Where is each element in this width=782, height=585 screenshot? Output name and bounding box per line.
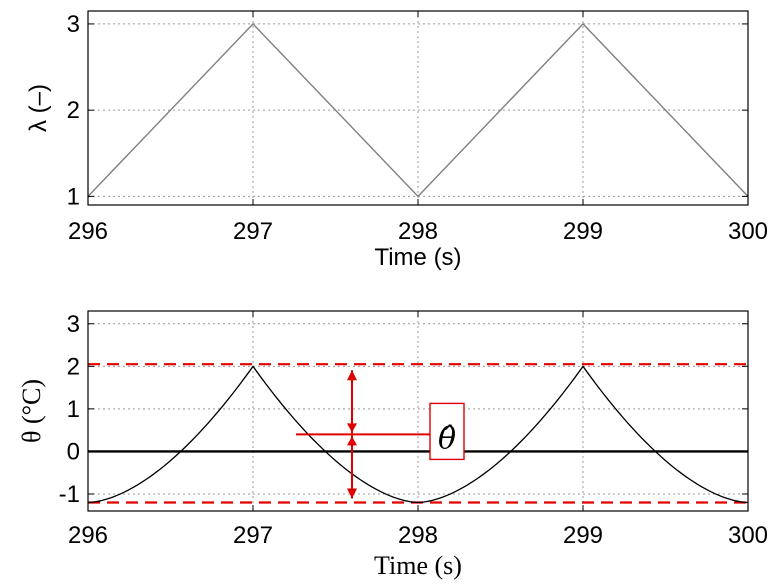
c2-x-tick-label: 299 <box>563 522 603 549</box>
c2-y-tick-label: 3 <box>67 311 80 338</box>
c2-y-tick-label: -1 <box>59 481 80 508</box>
c2-x-tick-label: 296 <box>68 522 108 549</box>
c1-x-tick-label: 299 <box>563 218 603 245</box>
c1-x-tick-label: 297 <box>233 218 273 245</box>
amplitude-label-box <box>429 402 465 461</box>
amplitude-arrow-head-bottom <box>347 488 357 499</box>
top-x-axis-label: Time (s) <box>374 244 461 271</box>
amplitude-mid-arrow-up <box>347 423 357 433</box>
c2-x-tick-label: 297 <box>233 522 273 549</box>
c2-y-tick-label: 1 <box>67 396 80 423</box>
amplitude-arrow-head-top <box>347 370 357 381</box>
c2-y-tick-label: 0 <box>67 438 80 465</box>
c1-y-tick-label: 1 <box>67 183 80 210</box>
lambda-series-line <box>87 22 749 198</box>
c1-x-tick-label: 300 <box>728 218 768 245</box>
bottom-y-axis-label: θ (°C) <box>17 379 46 443</box>
top-chart: 296 297 298 299 300 1 2 3 Time (s) λ (–) <box>25 10 768 271</box>
amplitude-label: θ̂ <box>438 421 456 456</box>
c1-y-tick-label: 2 <box>67 97 80 124</box>
c2-x-tick-label: 300 <box>728 522 768 549</box>
c1-y-tick-label: 3 <box>67 11 80 38</box>
c1-x-tick-label: 298 <box>398 218 438 245</box>
bottom-chart: θ̂ 296 297 298 299 300 3 2 1 0 -1 Time (s) θ (°C) <box>17 310 768 580</box>
amplitude-mid-arrow-down <box>347 436 357 446</box>
theta-series-line <box>87 365 749 504</box>
top-y-axis-label: λ (–) <box>25 84 52 132</box>
c2-y-tick-label: 2 <box>67 353 80 380</box>
c2-x-tick-label: 298 <box>398 522 438 549</box>
c1-x-tick-label: 296 <box>68 218 108 245</box>
bottom-x-axis-label: Time (s) <box>374 551 462 580</box>
top-plot-frame <box>87 10 749 206</box>
